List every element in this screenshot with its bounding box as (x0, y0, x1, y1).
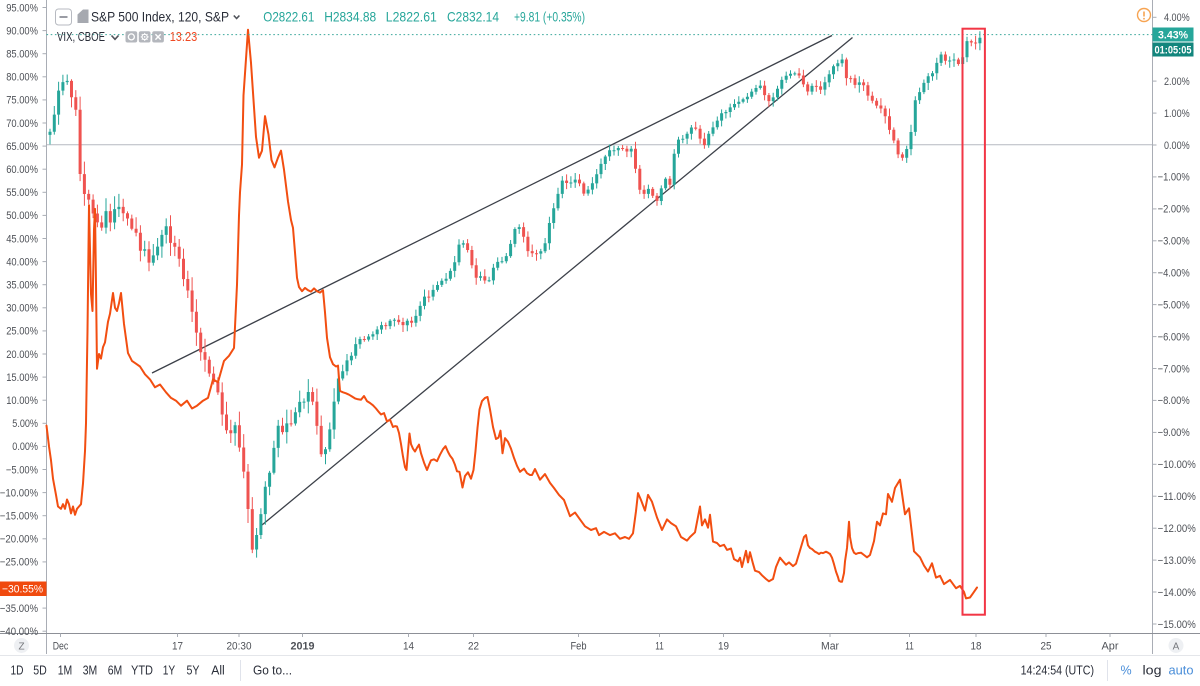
svg-text:+9.81 (+0.35%): +9.81 (+0.35%) (514, 9, 585, 25)
svg-text:−10.00%: −10.00% (0, 487, 38, 499)
svg-text:15.00%: 15.00% (6, 372, 38, 384)
svg-text:−5.00%: −5.00% (1158, 299, 1190, 311)
svg-text:30.00%: 30.00% (6, 303, 38, 315)
svg-text:−40.00%: −40.00% (0, 626, 38, 638)
svg-text:log: log (1143, 664, 1162, 678)
svg-text:3M: 3M (83, 664, 98, 678)
svg-text:YTD: YTD (131, 664, 153, 678)
svg-text:45.00%: 45.00% (6, 233, 38, 245)
svg-text:−4.00%: −4.00% (1158, 268, 1190, 280)
svg-text:O2822.61: O2822.61 (263, 9, 314, 25)
svg-text:−1.00%: −1.00% (1158, 172, 1190, 184)
svg-text:14: 14 (403, 641, 414, 653)
svg-text:−14.00%: −14.00% (1158, 587, 1196, 599)
svg-text:All: All (211, 664, 225, 678)
svg-text:S&P 500 Index, 120, S&P: S&P 500 Index, 120, S&P (91, 9, 229, 25)
svg-text:5Y: 5Y (187, 664, 201, 678)
svg-text:50.00%: 50.00% (6, 210, 38, 222)
svg-text:22: 22 (468, 641, 479, 653)
svg-text:90.00%: 90.00% (6, 25, 38, 37)
svg-text:40.00%: 40.00% (6, 256, 38, 268)
svg-text:2019: 2019 (291, 641, 315, 653)
svg-text:A: A (1173, 641, 1180, 652)
svg-text:−2.00%: −2.00% (1158, 204, 1190, 216)
svg-text:14:24:54 (UTC): 14:24:54 (UTC) (1021, 664, 1094, 678)
svg-text:01:05:05: 01:05:05 (1155, 45, 1192, 57)
svg-text:Mar: Mar (821, 641, 839, 653)
svg-text:19: 19 (718, 641, 729, 653)
svg-text:80.00%: 80.00% (6, 72, 38, 84)
svg-text:95.00%: 95.00% (6, 2, 38, 14)
svg-text:0.00%: 0.00% (1164, 140, 1190, 152)
svg-text:−12.00%: −12.00% (1158, 523, 1196, 535)
svg-text:Z: Z (18, 641, 24, 652)
svg-text:Apr: Apr (1102, 641, 1119, 653)
svg-text:11: 11 (905, 641, 914, 653)
svg-text:Feb: Feb (571, 641, 587, 653)
svg-text:10.00%: 10.00% (6, 395, 38, 407)
svg-text:−8.00%: −8.00% (1158, 395, 1190, 407)
svg-text:Dec: Dec (53, 641, 69, 653)
svg-text:18: 18 (971, 641, 982, 653)
svg-text:20:30: 20:30 (227, 641, 252, 653)
svg-text:17: 17 (172, 641, 183, 653)
svg-text:85.00%: 85.00% (6, 49, 38, 61)
svg-text:−15.00%: −15.00% (0, 511, 38, 523)
svg-text:−25.00%: −25.00% (0, 557, 38, 569)
svg-text:25.00%: 25.00% (6, 326, 38, 338)
svg-text:13.23: 13.23 (170, 29, 198, 44)
svg-text:−6.00%: −6.00% (1158, 331, 1190, 343)
svg-text:3.43%: 3.43% (1158, 30, 1188, 42)
svg-text:−13.00%: −13.00% (1158, 555, 1196, 567)
svg-text:H2834.88: H2834.88 (324, 9, 376, 25)
svg-text:25: 25 (1041, 641, 1052, 653)
svg-text:55.00%: 55.00% (6, 187, 38, 199)
svg-text:−9.00%: −9.00% (1158, 427, 1190, 439)
svg-text:0.00%: 0.00% (12, 441, 38, 453)
svg-text:5.00%: 5.00% (12, 418, 38, 430)
svg-text:65.00%: 65.00% (6, 141, 38, 153)
svg-text:−10.00%: −10.00% (1158, 459, 1196, 471)
svg-text:75.00%: 75.00% (6, 95, 38, 107)
svg-text:20.00%: 20.00% (6, 349, 38, 361)
svg-text:60.00%: 60.00% (6, 164, 38, 176)
svg-text:−7.00%: −7.00% (1158, 363, 1190, 375)
svg-text:%: % (1120, 664, 1131, 678)
svg-text:1Y: 1Y (163, 664, 176, 678)
svg-text:auto: auto (1169, 664, 1194, 678)
svg-text:Go to...: Go to... (253, 664, 292, 678)
svg-text:70.00%: 70.00% (6, 118, 38, 130)
svg-text:VIX, CBOE: VIX, CBOE (57, 29, 105, 44)
svg-text:2.00%: 2.00% (1164, 76, 1190, 88)
svg-text:−5.00%: −5.00% (6, 464, 38, 476)
svg-text:1M: 1M (58, 664, 73, 678)
svg-text:−20.00%: −20.00% (0, 534, 38, 546)
svg-text:C2832.14: C2832.14 (447, 9, 499, 25)
svg-text:−30.55%: −30.55% (2, 583, 43, 595)
svg-text:−15.00%: −15.00% (1158, 619, 1196, 631)
svg-text:1.00%: 1.00% (1164, 108, 1190, 120)
svg-text:L2822.61: L2822.61 (386, 9, 437, 25)
svg-text:−35.00%: −35.00% (0, 603, 38, 615)
svg-text:1D: 1D (11, 664, 24, 678)
svg-text:11: 11 (655, 641, 664, 653)
svg-text:4.00%: 4.00% (1164, 12, 1190, 24)
svg-text:35.00%: 35.00% (6, 280, 38, 292)
svg-text:−11.00%: −11.00% (1158, 491, 1196, 503)
svg-text:6M: 6M (108, 664, 123, 678)
svg-text:5D: 5D (33, 664, 47, 678)
svg-text:−3.00%: −3.00% (1158, 236, 1190, 248)
